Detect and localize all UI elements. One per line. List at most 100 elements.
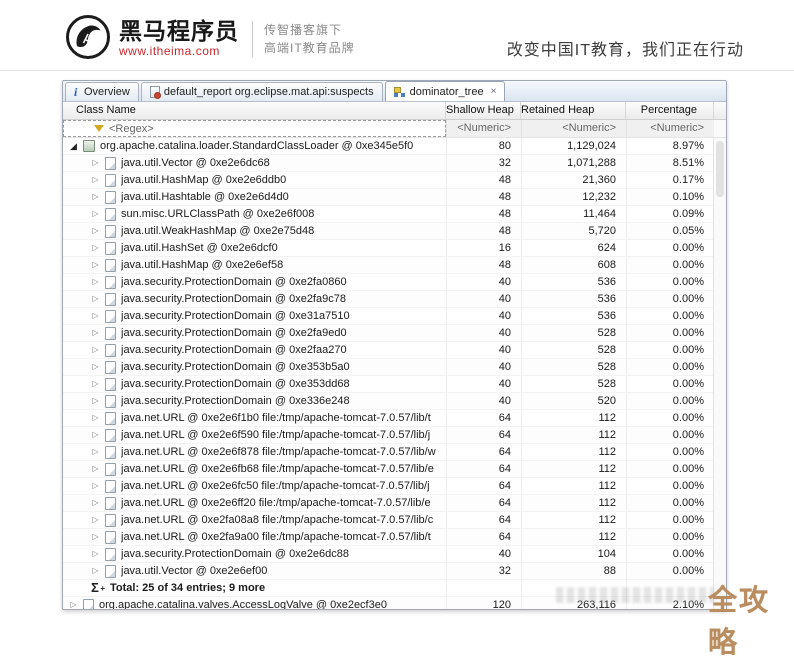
table-row[interactable]: ▷ java.util.WeakHashMap @ 0xe2e75d48 48 … [63, 223, 726, 240]
vertical-scrollbar[interactable] [713, 138, 726, 609]
expand-arrow-icon[interactable]: ▷ [92, 277, 99, 286]
row-label: java.net.URL @ 0xe2e6f878 file:/tmp/apac… [121, 446, 436, 458]
expand-arrow-icon[interactable]: ▷ [92, 209, 99, 218]
table-row[interactable]: ▷ java.util.HashMap @ 0xe2e6ddb0 48 21,3… [63, 172, 726, 189]
mat-editor-panel: i Overview default_report org.eclipse.ma… [62, 80, 727, 610]
table-row[interactable]: ▷ java.net.URL @ 0xe2fa9a00 file:/tmp/ap… [63, 529, 726, 546]
cell-shallow: 32 [446, 155, 521, 171]
expand-arrow-icon[interactable]: ▷ [92, 515, 99, 524]
cell-shallow: 64 [446, 529, 521, 545]
table-header: Class Name Shallow Heap Retained Heap Pe… [63, 102, 726, 120]
table-row[interactable]: ▷ java.util.HashMap @ 0xe2e6ef58 48 608 … [63, 257, 726, 274]
object-icon [105, 156, 116, 170]
table-row[interactable]: ▷ java.net.URL @ 0xe2e6fb68 file:/tmp/ap… [63, 461, 726, 478]
expand-arrow-icon[interactable]: ▷ [92, 243, 99, 252]
sigma-icon: Σ + [91, 580, 105, 595]
table-row[interactable]: ▷ java.util.HashSet @ 0xe2e6dcf0 16 624 … [63, 240, 726, 257]
expand-arrow-icon[interactable]: ▷ [92, 175, 99, 184]
expand-arrow-icon[interactable]: ▷ [92, 260, 99, 269]
cell-percentage: 0.00% [626, 478, 714, 494]
expand-arrow-icon[interactable]: ▷ [92, 294, 99, 303]
table-row[interactable]: ▷ java.util.Vector @ 0xe2e6dc68 32 1,071… [63, 155, 726, 172]
expand-arrow-icon[interactable]: ▷ [92, 566, 99, 575]
table-row[interactable]: ▷ java.util.Vector @ 0xe2e6ef00 32 88 0.… [63, 563, 726, 580]
table-row[interactable]: ▷ java.net.URL @ 0xe2e6fc50 file:/tmp/ap… [63, 478, 726, 495]
brand-logo: 黑马程序员 www.itheima.com 传智播客旗下 高端IT教育品牌 [64, 13, 355, 61]
row-label: org.apache.catalina.loader.StandardClass… [100, 140, 414, 152]
expand-arrow-icon[interactable]: ▷ [92, 226, 99, 235]
close-icon[interactable]: × [490, 86, 497, 97]
expand-arrow-icon[interactable]: ▷ [92, 413, 99, 422]
shallow-filter-input[interactable]: <Numeric> [446, 120, 521, 137]
tab-default-report[interactable]: default_report org.eclipse.mat.api:suspe… [140, 82, 383, 101]
cell-shallow: 48 [446, 257, 521, 273]
expand-arrow-icon[interactable]: ▷ [92, 532, 99, 541]
table-row[interactable]: ▷ java.security.ProtectionDomain @ 0xe31… [63, 308, 726, 325]
expand-arrow-icon[interactable]: ▷ [92, 362, 99, 371]
cell-percentage: 0.00% [626, 393, 714, 409]
row-label: java.net.URL @ 0xe2e6f1b0 file:/tmp/apac… [121, 412, 431, 424]
expand-arrow-icon[interactable]: ▷ [92, 498, 99, 507]
expand-arrow-icon[interactable]: ▷ [92, 158, 99, 167]
expand-arrow-icon[interactable]: ▷ [92, 396, 99, 405]
expand-arrow-icon[interactable]: ▷ [92, 549, 99, 558]
row-label: java.security.ProtectionDomain @ 0xe353b… [121, 361, 350, 373]
cell-percentage: 0.09% [626, 206, 714, 222]
table-row[interactable]: ▷ java.security.ProtectionDomain @ 0xe2e… [63, 546, 726, 563]
table-row[interactable]: ▷ java.net.URL @ 0xe2e6ff20 file:/tmp/ap… [63, 495, 726, 512]
table-row[interactable]: ▷ java.security.ProtectionDomain @ 0xe2f… [63, 291, 726, 308]
expand-arrow-icon[interactable]: ▷ [92, 464, 99, 473]
table-row[interactable]: ▷ java.security.ProtectionDomain @ 0xe2f… [63, 325, 726, 342]
table-row[interactable]: ▷ java.security.ProtectionDomain @ 0xe35… [63, 359, 726, 376]
table-row[interactable]: ▷ java.net.URL @ 0xe2e6f1b0 file:/tmp/ap… [63, 410, 726, 427]
cell-retained: 1,071,288 [521, 155, 626, 171]
table-row[interactable]: ▷ java.net.URL @ 0xe2fa08a8 file:/tmp/ap… [63, 512, 726, 529]
table-row[interactable]: ▷ sun.misc.URLClassPath @ 0xe2e6f008 48 … [63, 206, 726, 223]
row-label: java.util.Hashtable @ 0xe2e6d4d0 [121, 191, 289, 203]
table-row[interactable]: ▷ java.net.URL @ 0xe2e6f878 file:/tmp/ap… [63, 444, 726, 461]
percentage-filter-input[interactable]: <Numeric> [626, 120, 714, 137]
expand-arrow-icon[interactable]: ▷ [92, 379, 99, 388]
row-label: java.util.Vector @ 0xe2e6dc68 [121, 157, 270, 169]
expand-arrow-icon[interactable]: ▷ [92, 328, 99, 337]
object-icon [105, 496, 116, 510]
cell-shallow: 40 [446, 291, 521, 307]
regex-filter-input[interactable]: <Regex> [63, 120, 446, 137]
column-header-retained-heap[interactable]: Retained Heap [521, 102, 626, 119]
table-row[interactable]: ▷ java.security.ProtectionDomain @ 0xe35… [63, 376, 726, 393]
table-row[interactable]: ▷ java.security.ProtectionDomain @ 0xe2f… [63, 274, 726, 291]
retained-filter-input[interactable]: <Numeric> [521, 120, 626, 137]
table-row[interactable]: ▷ org.apache.catalina.valves.AccessLogVa… [63, 597, 726, 609]
tab-default-report-label: default_report org.eclipse.mat.api:suspe… [163, 86, 374, 98]
expand-arrow-icon[interactable]: ▷ [92, 311, 99, 320]
table-row[interactable]: Σ + Total: 25 of 34 entries; 9 more [63, 580, 726, 597]
cell-shallow: 120 [446, 597, 521, 609]
scrollbar-thumb[interactable] [716, 141, 724, 197]
row-label: java.util.HashSet @ 0xe2e6dcf0 [121, 242, 278, 254]
expand-arrow-icon[interactable]: ▷ [70, 600, 77, 609]
expand-arrow-icon[interactable]: ▷ [92, 192, 99, 201]
table-row[interactable]: ◢ org.apache.catalina.loader.StandardCla… [63, 138, 726, 155]
expand-arrow-icon[interactable]: ▷ [92, 430, 99, 439]
table-row[interactable]: ▷ java.util.Hashtable @ 0xe2e6d4d0 48 12… [63, 189, 726, 206]
column-header-class-name[interactable]: Class Name [63, 102, 446, 119]
cell-shallow: 80 [446, 138, 521, 154]
object-icon [105, 462, 116, 476]
tab-overview[interactable]: i Overview [65, 82, 139, 101]
tab-dominator-tree[interactable]: dominator_tree × [384, 81, 506, 101]
expand-arrow-icon[interactable]: ▷ [92, 345, 99, 354]
table-row[interactable]: ▷ java.security.ProtectionDomain @ 0xe2f… [63, 342, 726, 359]
cell-shallow: 64 [446, 512, 521, 528]
expand-arrow-icon[interactable]: ▷ [92, 447, 99, 456]
table-row[interactable]: ▷ java.security.ProtectionDomain @ 0xe33… [63, 393, 726, 410]
column-header-percentage[interactable]: Percentage [626, 102, 714, 119]
expand-arrow-icon[interactable]: ▷ [92, 481, 99, 490]
object-icon [105, 394, 116, 408]
cell-shallow: 64 [446, 495, 521, 511]
column-header-shallow-heap[interactable]: Shallow Heap [446, 102, 521, 119]
object-icon [105, 411, 116, 425]
expand-arrow-icon[interactable]: ◢ [70, 141, 77, 151]
row-label: java.util.HashMap @ 0xe2e6ef58 [121, 259, 284, 271]
table-row[interactable]: ▷ java.net.URL @ 0xe2e6f590 file:/tmp/ap… [63, 427, 726, 444]
cell-retained: 88 [521, 563, 626, 579]
